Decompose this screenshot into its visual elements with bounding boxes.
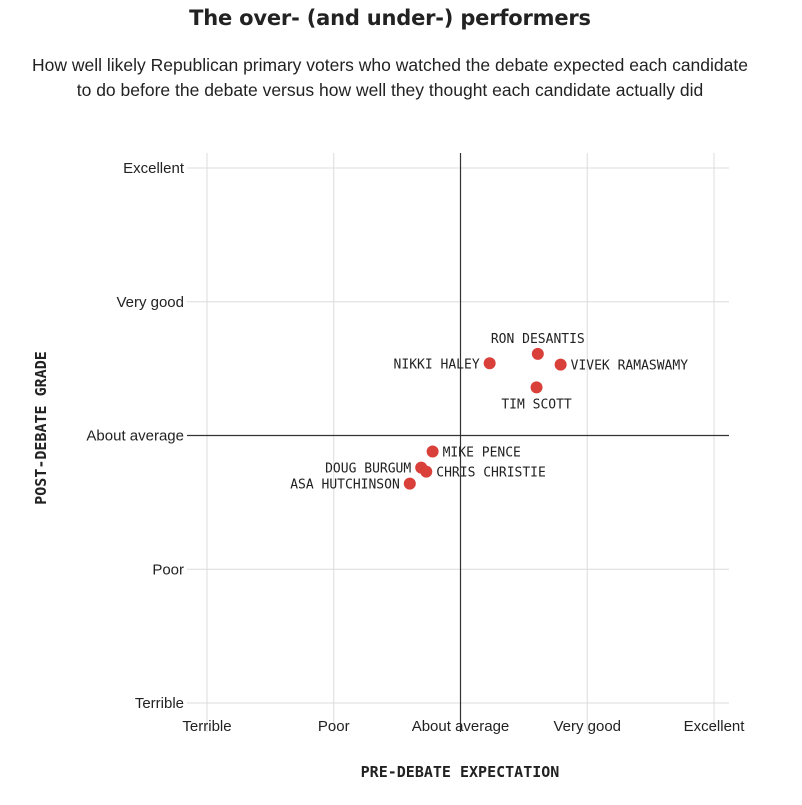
x-tick-label: Excellent	[684, 718, 746, 735]
point-label: VIVEK RAMASWAMY	[571, 359, 689, 374]
point-label: CHRIS CHRISTIE	[436, 466, 546, 481]
y-tick-label: Poor	[152, 561, 184, 578]
point-label: MIKE PENCE	[443, 446, 521, 461]
point-label: DOUG BURGUM	[325, 462, 411, 477]
y-tick-label: Terrible	[135, 695, 184, 712]
point-label: ASA HUTCHINSON	[290, 478, 400, 493]
data-point	[530, 381, 543, 394]
reference-lines	[187, 153, 729, 732]
y-tick-label: Excellent	[123, 160, 185, 177]
chart-title: The over- (and under-) performers	[189, 6, 591, 30]
point-label: RON DESANTIS	[491, 332, 585, 347]
point-labels: RON DESANTIS NIKKI HALEY VIVEK RAMASWAMY TI…	[290, 332, 688, 493]
x-tick-label: Terrible	[182, 718, 231, 735]
data-points	[403, 347, 567, 490]
data-point	[403, 477, 416, 490]
y-tick-label: About average	[86, 428, 184, 445]
point-label: NIKKI HALEY	[394, 357, 480, 372]
point-label: TIM SCOTT	[501, 397, 572, 412]
x-tick-label: About average	[412, 718, 510, 735]
data-point	[420, 465, 433, 478]
data-point	[483, 357, 496, 370]
x-axis-title: PRE-DEBATE EXPECTATION	[361, 763, 560, 781]
x-tick-label: Very good	[553, 718, 621, 735]
axis-ticks: Terrible Poor About average Very good Excell…	[86, 160, 745, 735]
data-point	[426, 445, 439, 458]
chart-subtitle: How well likely Republican primary voter…	[32, 55, 748, 100]
y-tick-label: Very good	[116, 294, 184, 311]
y-axis-title: POST-DEBATE GRADE	[32, 351, 50, 505]
data-point	[531, 347, 544, 360]
grid-lines	[187, 153, 729, 732]
data-point	[554, 358, 567, 371]
x-tick-label: Poor	[318, 718, 350, 735]
